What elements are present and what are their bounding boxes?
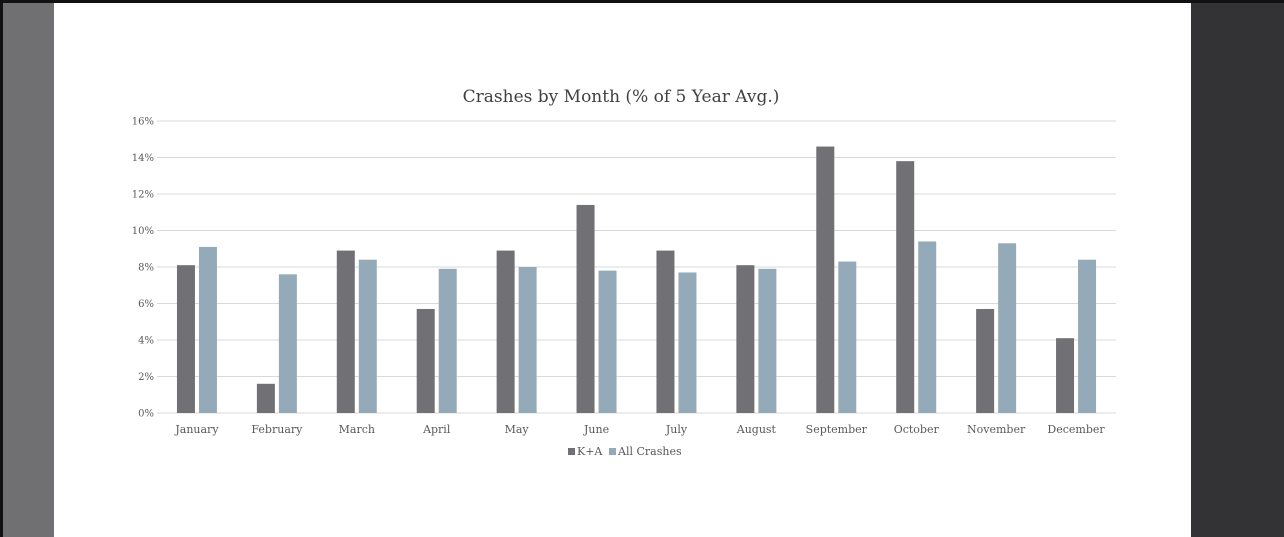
- y-tick-label: 6%: [138, 299, 154, 310]
- y-tick-label: 16%: [132, 117, 154, 128]
- y-tick-label: 0%: [138, 409, 154, 420]
- bar-ka: [896, 161, 915, 413]
- x-tick-label: July: [665, 423, 688, 436]
- x-tick-label: December: [1047, 423, 1105, 436]
- y-axis-ticks: 0% 2% 4% 6% 8% 10% 12% 14% 16%: [132, 117, 154, 420]
- bar-all-crashes: [838, 261, 857, 413]
- y-tick-label: 12%: [132, 190, 154, 201]
- bar-all-crashes: [758, 268, 777, 413]
- bar-all-crashes: [998, 243, 1017, 413]
- left-accent-band: [3, 3, 54, 537]
- x-tick-label: May: [505, 423, 530, 436]
- y-tick-label: 14%: [132, 153, 154, 164]
- bar-ka: [1056, 338, 1075, 413]
- bar-chart: Crashes by Month (% of 5 Year Avg.) 0% 2%…: [132, 87, 1116, 458]
- bar-all-crashes: [918, 241, 937, 413]
- x-tick-label: October: [894, 423, 940, 436]
- gridlines: [157, 120, 1116, 414]
- x-tick-label: June: [583, 423, 609, 436]
- legend-label-ka: K+A: [577, 445, 603, 458]
- bar-all-crashes: [358, 259, 377, 413]
- bar-ka: [496, 250, 515, 413]
- legend-swatch-all-crashes: [609, 448, 616, 455]
- bar-all-crashes: [198, 246, 217, 413]
- bar-all-crashes: [278, 274, 297, 413]
- y-tick-label: 2%: [138, 372, 154, 383]
- legend-swatch-ka: [568, 448, 575, 455]
- bar-all-crashes: [438, 268, 457, 413]
- right-accent-band: [1191, 3, 1284, 537]
- bar-all-crashes: [1078, 259, 1097, 413]
- bar-ka: [176, 265, 195, 413]
- y-tick-label: 4%: [138, 336, 154, 347]
- bar-ka: [816, 146, 835, 414]
- bar-ka: [416, 308, 435, 413]
- bar-ka: [736, 265, 755, 413]
- bar-ka: [256, 383, 275, 413]
- y-tick-label: 8%: [138, 263, 154, 274]
- x-tick-label: January: [174, 423, 219, 436]
- bar-all-crashes: [518, 267, 537, 413]
- chart-title: Crashes by Month (% of 5 Year Avg.): [463, 87, 780, 107]
- bar-ka: [576, 204, 595, 413]
- x-tick-label: February: [251, 423, 303, 436]
- bar-ka: [336, 250, 355, 413]
- x-tick-label: September: [806, 423, 868, 436]
- legend: K+A All Crashes: [568, 445, 682, 458]
- legend-label-all-crashes: All Crashes: [617, 445, 682, 458]
- bar-ka: [656, 250, 675, 413]
- bar-all-crashes: [598, 270, 617, 413]
- x-tick-label: March: [339, 423, 375, 436]
- x-tick-label: April: [422, 423, 451, 436]
- y-tick-label: 10%: [132, 226, 154, 237]
- bars: [176, 146, 1097, 414]
- x-axis-ticks: January February March April May June July Augu…: [174, 423, 1105, 436]
- bar-all-crashes: [678, 272, 697, 413]
- x-tick-label: August: [736, 423, 777, 436]
- x-tick-label: November: [967, 423, 1026, 436]
- chart-area: Crashes by Month (% of 5 Year Avg.) 0% 2%…: [54, 3, 1191, 537]
- bar-ka: [976, 308, 995, 413]
